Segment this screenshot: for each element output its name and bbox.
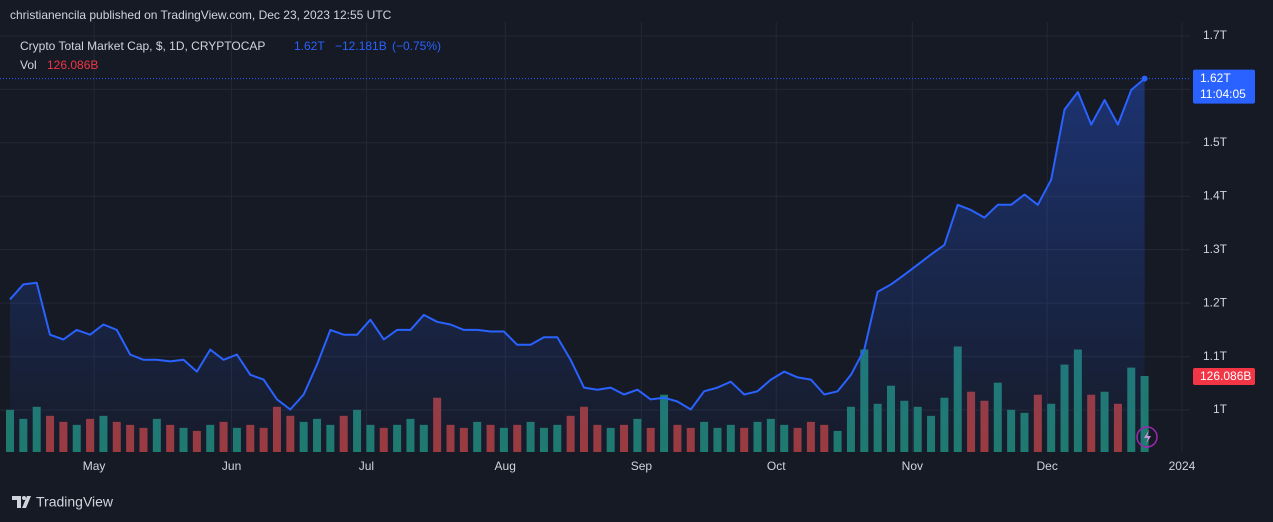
x-tick-label: Oct — [767, 459, 786, 473]
last-point — [1141, 75, 1148, 82]
symbol-title: Crypto Total Market Cap, $, 1D, CRYPTOCA… — [20, 39, 265, 53]
volume-value: 126.086B — [47, 58, 98, 72]
x-tick-label: Jun — [222, 459, 241, 473]
brand: TradingView — [36, 494, 114, 510]
x-tick-label: Dec — [1037, 459, 1058, 473]
alert-bolt — [1144, 430, 1151, 444]
last-value: 1.62T — [294, 39, 325, 53]
y-tick-label: 1.5T — [1203, 135, 1228, 149]
x-tick-label: Jul — [359, 459, 374, 473]
y-tick-label: 1T — [1213, 402, 1228, 416]
alert-icon[interactable] — [1136, 426, 1158, 448]
countdown: 11:04:05 — [1200, 87, 1246, 101]
plot-area — [0, 75, 1190, 452]
x-tick-label: Nov — [902, 459, 923, 473]
y-tick-label: 1.3T — [1203, 242, 1228, 256]
x-tick-label: Sep — [631, 459, 653, 473]
y-tick-label: 1.7T — [1203, 28, 1228, 42]
change-percent: (−0.75%) — [392, 39, 441, 53]
y-tick-label: 1.4T — [1203, 188, 1228, 202]
change: −12.181B — [335, 39, 387, 53]
y-tick-label: 1.1T — [1203, 349, 1228, 363]
axes: 1T1.1T1.2T1.3T1.4T1.5T1.6T1.7TMayJunJulA… — [83, 28, 1255, 473]
price-line — [9, 77, 1146, 411]
price-tag — [1193, 69, 1255, 104]
volume-tag-value: 126.086B — [1200, 369, 1251, 383]
x-tick-label: May — [83, 459, 106, 473]
price-tag-value: 1.62T — [1200, 71, 1231, 85]
x-tick-label: 2024 — [1169, 459, 1196, 473]
publish-info: christianencila published on TradingView… — [10, 8, 392, 22]
volume-tag — [1193, 367, 1255, 385]
volume-name: Vol — [20, 58, 37, 72]
price-area — [10, 78, 1145, 452]
y-tick-label: 1.2T — [1203, 295, 1228, 309]
volume-bar — [1140, 375, 1149, 452]
x-axis: May Jun Jul Aug Sep Oct Nov Dec 2024 — [83, 459, 1196, 473]
x-tick-label: Aug — [495, 459, 516, 473]
logo — [12, 496, 31, 508]
